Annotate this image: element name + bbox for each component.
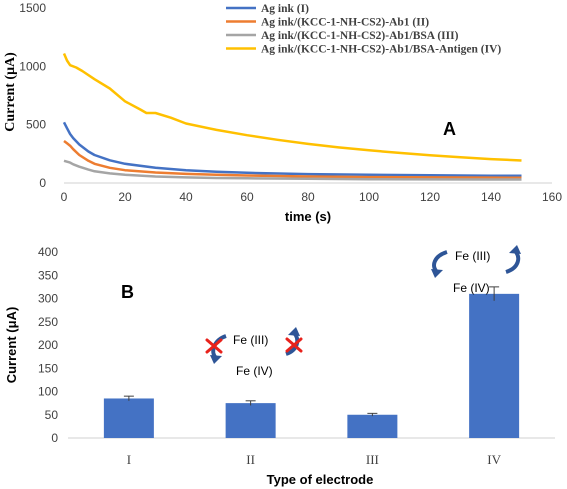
- error-bar: [367, 412, 378, 417]
- cross-icon: [285, 337, 303, 353]
- y-tick-label: 400: [38, 245, 58, 259]
- x-tick-label: 100: [359, 190, 379, 204]
- arrowhead-icon: [288, 327, 300, 336]
- legend: Ag ink (I) Ag ink/(KCC-1-NH-CS2)-Ab1 (II)…: [226, 3, 501, 56]
- x-tick-label: I: [127, 452, 131, 467]
- cycle-fe3-label: Fe (III): [455, 249, 490, 263]
- blocked-redox-annotation: Fe (III) Fe (IV): [205, 327, 303, 378]
- y-tick-label: 0: [51, 431, 58, 445]
- blocked-fe3-label: Fe (III): [233, 333, 268, 347]
- series-line: [63, 159, 522, 181]
- error-bar: [245, 400, 256, 406]
- legend-label: Ag ink/(KCC-1-NH-CS2)-Ab1/BSA (III): [261, 30, 459, 42]
- x-tick-label: IV: [487, 452, 501, 467]
- y-tick-labels: 0 50 100 150 200 250 300 350 400: [38, 245, 58, 445]
- x-tick-label: 160: [542, 190, 562, 204]
- y-tick-label: 300: [38, 292, 58, 306]
- x-tick-label: 40: [179, 190, 193, 204]
- x-tick-label: 20: [118, 190, 132, 204]
- y-tick-label: 150: [38, 361, 58, 375]
- legend-label: Ag ink/(KCC-1-NH-CS2)-Ab1/BSA-Antigen (I…: [261, 44, 501, 56]
- x-tick-label: III: [366, 452, 379, 467]
- bar: [103, 398, 154, 438]
- y-tick-label: 50: [45, 408, 59, 422]
- y-tick-label: 0: [39, 176, 46, 190]
- x-tick-labels: I II III IV: [127, 452, 502, 467]
- x-tick-label: 0: [61, 190, 68, 204]
- series-line: [63, 140, 522, 180]
- x-tick-label: 140: [481, 190, 501, 204]
- arrowhead-icon: [210, 355, 222, 364]
- y-tick-label: 500: [26, 118, 46, 132]
- cross-icon: [205, 338, 223, 354]
- y-axis-label: Current (μA): [4, 307, 19, 384]
- redox-cycle-annotation: Fe (III) Fe (IV): [431, 245, 521, 295]
- error-bar: [123, 395, 134, 401]
- bar: [347, 414, 398, 438]
- y-axis-label: Current (μA): [3, 52, 18, 132]
- x-tick-label: II: [246, 452, 255, 467]
- curved-arrow-icon: [505, 249, 521, 274]
- panel-label: A: [443, 119, 456, 139]
- bars: [103, 286, 520, 438]
- panel-a: 0 500 1000 1500 0 20 40 60 80 100 120 140 160 Curre…: [3, 1, 562, 224]
- x-axis-label: Type of electrode: [267, 472, 374, 487]
- legend-label: Ag ink (I): [261, 3, 309, 15]
- y-tick-label: 1000: [19, 59, 46, 73]
- legend-label: Ag ink/(KCC-1-NH-CS2)-Ab1 (II): [261, 17, 429, 29]
- x-tick-label: 60: [240, 190, 254, 204]
- y-tick-label: 350: [38, 268, 58, 282]
- bar: [469, 293, 520, 438]
- bar: [225, 403, 276, 438]
- panel-label: B: [121, 282, 134, 302]
- x-tick-label: 120: [420, 190, 440, 204]
- y-tick-labels: 0 500 1000 1500: [19, 1, 46, 190]
- series-line: [62, 53, 522, 162]
- y-tick-label: 1500: [19, 1, 46, 15]
- y-tick-label: 200: [38, 338, 58, 352]
- series-line: [62, 121, 522, 178]
- x-tick-labels: 0 20 40 60 80 100 120 140 160: [61, 190, 563, 204]
- blocked-fe4-label: Fe (IV): [236, 364, 273, 378]
- x-axis-label: time (s): [285, 209, 331, 224]
- cycle-fe4-label: Fe (IV): [453, 281, 490, 295]
- arrowhead-icon: [431, 269, 443, 278]
- curved-arrow-icon: [432, 250, 448, 274]
- x-tick-label: 80: [301, 190, 315, 204]
- error-bar: [489, 286, 500, 301]
- arrowhead-icon: [509, 245, 521, 254]
- y-tick-label: 250: [38, 315, 58, 329]
- series-lines: [62, 53, 522, 181]
- y-tick-label: 100: [38, 385, 58, 399]
